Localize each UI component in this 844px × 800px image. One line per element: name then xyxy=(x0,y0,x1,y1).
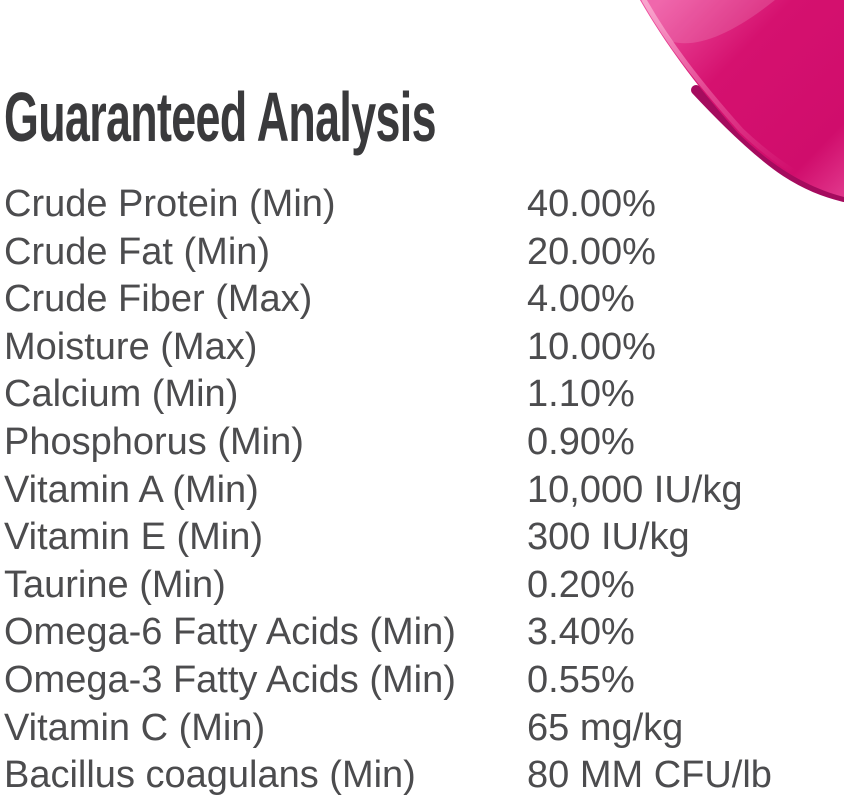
nutrient-value: 1.10% xyxy=(527,373,635,416)
nutrient-label: Omega-3 Fatty Acids (Min) xyxy=(4,658,456,701)
page-title: Guaranteed Analysis xyxy=(4,78,436,156)
table-row: Crude Fiber (Max) 4.00% xyxy=(4,276,844,324)
nutrient-label: Phosphorus (Min) xyxy=(4,420,304,463)
nutrient-value: 80 MM CFU/lb xyxy=(527,754,772,797)
table-row: Omega-3 Fatty Acids (Min) 0.55% xyxy=(4,657,844,705)
nutrient-label: Taurine (Min) xyxy=(4,563,226,606)
analysis-table: Crude Protein (Min) 40.00% Crude Fat (Mi… xyxy=(4,181,844,800)
table-row: Omega-6 Fatty Acids (Min) 3.40% xyxy=(4,609,844,657)
nutrient-value: 3.40% xyxy=(527,611,635,654)
table-row: Calcium (Min) 1.10% xyxy=(4,371,844,419)
table-row: Vitamin A (Min) 10,000 IU/kg xyxy=(4,467,844,515)
nutrient-value: 65 mg/kg xyxy=(527,706,684,749)
nutrient-label: Vitamin E (Min) xyxy=(4,516,264,559)
table-row: Vitamin C (Min) 65 mg/kg xyxy=(4,705,844,753)
nutrient-value: 20.00% xyxy=(527,230,656,273)
nutrient-value: 300 IU/kg xyxy=(527,516,690,559)
nutrient-label: Vitamin C (Min) xyxy=(4,706,266,749)
swoosh-gloss xyxy=(642,0,775,44)
swoosh-edge-highlight xyxy=(641,0,801,177)
nutrient-value: 40.00% xyxy=(527,183,656,225)
nutrient-label: Crude Protein (Min) xyxy=(4,183,336,225)
nutrient-value: 4.00% xyxy=(527,278,635,321)
nutrient-label: Omega-6 Fatty Acids (Min) xyxy=(4,611,456,654)
table-row: Vitamin E (Min) 300 IU/kg xyxy=(4,514,844,562)
nutrient-value: 0.55% xyxy=(527,658,635,701)
nutrient-value: 0.90% xyxy=(527,420,635,463)
table-row: Moisture (Max) 10.00% xyxy=(4,324,844,372)
table-row: Taurine (Min) 0.20% xyxy=(4,562,844,610)
nutrient-label: Calcium (Min) xyxy=(4,373,239,416)
table-row: Crude Protein (Min) 40.00% xyxy=(4,181,844,229)
nutrient-value: 0.20% xyxy=(527,563,635,606)
nutrient-label: Bacillus coagulans (Min) xyxy=(4,754,416,797)
table-row: Crude Fat (Min) 20.00% xyxy=(4,229,844,277)
nutrient-label: Crude Fiber (Max) xyxy=(4,278,313,321)
table-row: Bacillus coagulans (Min) 80 MM CFU/lb xyxy=(4,752,844,800)
swoosh-body xyxy=(640,0,844,197)
table-row: Phosphorus (Min) 0.90% xyxy=(4,419,844,467)
nutrient-value: 10.00% xyxy=(527,325,656,368)
nutrient-value: 10,000 IU/kg xyxy=(527,468,743,511)
nutrient-label: Crude Fat (Min) xyxy=(4,230,271,273)
nutrient-label: Vitamin A (Min) xyxy=(4,468,259,511)
nutrient-label: Moisture (Max) xyxy=(4,325,258,368)
